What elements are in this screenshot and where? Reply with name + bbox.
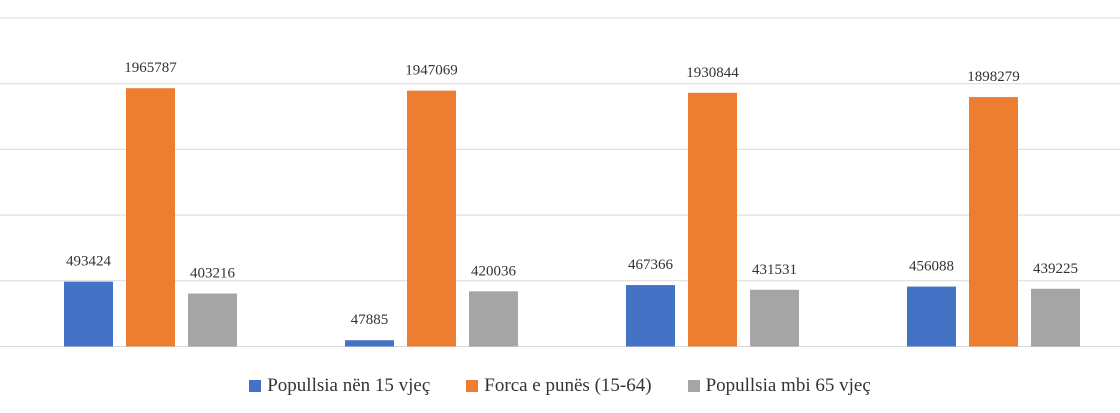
- legend-swatch-under-15: [249, 380, 262, 392]
- bar-under-15-4: [907, 286, 956, 347]
- data-label-under-15-1: 493424: [66, 254, 112, 270]
- data-label-over-65-1: 403216: [190, 266, 236, 282]
- legend-label-workforce: Forca e punës (15-64): [484, 375, 652, 396]
- bar-under-15-2: [345, 340, 394, 347]
- bar-under-15-3: [626, 285, 675, 347]
- bar-over-65-2: [469, 291, 518, 347]
- data-label-over-65-2: 420036: [471, 263, 517, 279]
- data-label-under-15-4: 456088: [909, 259, 954, 275]
- legend-item-over-65: Popullsia mbi 65 vjeç: [687, 375, 871, 397]
- bar-workforce-3: [688, 92, 737, 347]
- data-label-workforce-4: 1898279: [967, 69, 1020, 85]
- legend-label-under-15: Popullsia nën 15 vjeç: [267, 375, 431, 396]
- bar-over-65-3: [750, 289, 799, 347]
- legend-item-workforce: Forca e punës (15-64): [466, 375, 652, 397]
- data-label-workforce-2: 1947069: [405, 63, 458, 79]
- legend-swatch-workforce: [466, 380, 479, 392]
- data-label-under-15-3: 467366: [628, 257, 674, 273]
- bar-over-65-4: [1031, 288, 1080, 347]
- data-label-under-15-2: 47885: [351, 312, 389, 328]
- legend-swatch-over-65: [687, 380, 700, 392]
- bar-under-15-1: [64, 281, 113, 347]
- bar-workforce-2: [407, 90, 456, 347]
- data-label-workforce-1: 1965787: [124, 60, 177, 76]
- data-label-workforce-3: 1930844: [686, 65, 739, 81]
- bar-over-65-1: [188, 293, 237, 347]
- legend: Popullsia nën 15 vjeç Forca e punës (15-…: [0, 375, 1120, 397]
- legend-item-under-15: Popullsia nën 15 vjeç: [249, 375, 430, 397]
- bar-workforce-1: [126, 88, 175, 347]
- data-label-over-65-3: 431531: [752, 262, 797, 278]
- bar-workforce-4: [969, 97, 1018, 347]
- data-label-over-65-4: 439225: [1033, 261, 1078, 277]
- legend-label-over-65: Popullsia mbi 65 vjeç: [705, 375, 871, 396]
